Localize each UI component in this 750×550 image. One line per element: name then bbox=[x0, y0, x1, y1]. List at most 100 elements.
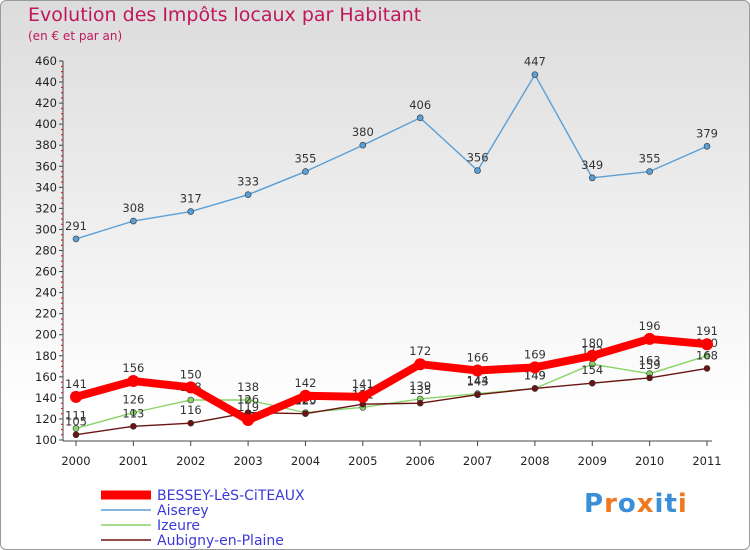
y-minor-tick bbox=[61, 423, 63, 425]
data-point bbox=[528, 361, 541, 374]
data-label: 308 bbox=[122, 201, 144, 215]
y-minor-tick bbox=[61, 223, 63, 225]
y-minor-tick bbox=[61, 113, 63, 115]
logo-letter: o bbox=[617, 489, 637, 519]
data-point bbox=[130, 217, 137, 225]
y-tick-label: 300 bbox=[35, 222, 57, 236]
y-minor-tick bbox=[61, 160, 63, 162]
x-tick-label: 2003 bbox=[233, 454, 262, 468]
y-minor-tick bbox=[61, 407, 63, 410]
logo-letter: t bbox=[664, 489, 678, 519]
y-minor-tick bbox=[61, 197, 63, 199]
data-point bbox=[414, 358, 427, 371]
y-tick-label: 100 bbox=[35, 433, 57, 447]
data-label: 159 bbox=[639, 358, 661, 372]
data-label: 138 bbox=[237, 380, 259, 394]
data-point bbox=[242, 413, 255, 426]
y-minor-tick bbox=[61, 107, 63, 110]
x-tick-label: 2004 bbox=[291, 454, 320, 468]
data-point bbox=[471, 364, 484, 377]
y-minor-tick bbox=[61, 260, 63, 262]
legend-label: Aiserey bbox=[157, 503, 209, 519]
data-label: 141 bbox=[352, 377, 374, 391]
data-point bbox=[72, 235, 80, 243]
y-minor-tick bbox=[61, 286, 63, 289]
y-minor-tick bbox=[61, 307, 63, 310]
series-line bbox=[75, 73, 708, 240]
data-label: 169 bbox=[524, 347, 546, 361]
data-label: 333 bbox=[237, 175, 259, 189]
data-label: 149 bbox=[524, 368, 546, 382]
y-minor-tick bbox=[61, 92, 63, 94]
data-label: 111 bbox=[65, 408, 87, 422]
y-tick-label: 260 bbox=[35, 265, 57, 279]
y-minor-tick bbox=[61, 276, 63, 278]
data-point bbox=[646, 374, 653, 382]
data-point bbox=[356, 390, 369, 403]
y-minor-tick bbox=[61, 281, 63, 283]
y-tick-label: 140 bbox=[35, 391, 57, 405]
y-minor-tick bbox=[61, 318, 63, 320]
chart-title: Evolution des Impôts locaux par Habitant bbox=[28, 4, 422, 26]
data-point bbox=[703, 365, 711, 372]
logo-letter: x bbox=[636, 489, 655, 519]
data-label: 172 bbox=[409, 344, 431, 358]
y-minor-tick bbox=[61, 192, 63, 194]
y-minor-tick bbox=[61, 392, 63, 394]
data-label: 119 bbox=[237, 400, 259, 414]
y-tick-label: 180 bbox=[35, 349, 57, 363]
y-minor-tick bbox=[61, 181, 63, 183]
data-label: 355 bbox=[639, 152, 661, 166]
data-point bbox=[643, 332, 656, 345]
x-tick-label: 2008 bbox=[520, 454, 549, 468]
y-tick-label: 400 bbox=[35, 117, 57, 131]
data-label: 356 bbox=[467, 150, 489, 164]
data-label: 144 bbox=[467, 374, 489, 388]
legend-label: BESSEY-LèS-CiTEAUX bbox=[157, 488, 305, 504]
data-point bbox=[416, 399, 424, 407]
data-label: 156 bbox=[122, 361, 144, 375]
data-label: 317 bbox=[180, 192, 202, 206]
y-minor-tick bbox=[61, 339, 63, 341]
y-minor-tick bbox=[61, 76, 63, 78]
x-tick-label: 2009 bbox=[578, 454, 607, 468]
data-label: 447 bbox=[524, 55, 546, 69]
y-minor-tick bbox=[61, 265, 63, 267]
y-minor-tick bbox=[61, 365, 63, 368]
x-tick-label: 2000 bbox=[61, 454, 90, 468]
x-tick-label: 2010 bbox=[635, 454, 664, 468]
y-minor-tick bbox=[61, 434, 63, 436]
data-point bbox=[72, 425, 80, 432]
data-point bbox=[703, 142, 711, 150]
y-minor-tick bbox=[61, 65, 63, 67]
y-minor-tick bbox=[61, 234, 63, 236]
data-point bbox=[474, 167, 481, 174]
data-point bbox=[531, 71, 539, 78]
data-label: 163 bbox=[639, 354, 661, 368]
y-tick-label: 440 bbox=[35, 75, 57, 89]
data-point bbox=[701, 338, 713, 351]
legend-label: Aubigny-en-Plaine bbox=[157, 533, 284, 549]
data-point bbox=[588, 174, 596, 182]
data-label: 149 bbox=[524, 368, 546, 382]
data-point bbox=[130, 423, 137, 430]
x-tick-label: 2007 bbox=[463, 454, 492, 468]
data-point bbox=[70, 390, 82, 403]
data-point bbox=[187, 419, 195, 427]
y-tick-label: 120 bbox=[35, 412, 57, 426]
logo-letter: i bbox=[654, 489, 665, 519]
y-minor-tick bbox=[61, 213, 63, 215]
data-label: 150 bbox=[180, 367, 202, 381]
y-tick-label: 420 bbox=[35, 96, 57, 110]
data-label: 196 bbox=[639, 319, 661, 333]
x-tick-label: 2001 bbox=[119, 454, 148, 468]
data-label: 126 bbox=[237, 393, 259, 407]
data-label: 406 bbox=[409, 98, 431, 112]
data-label: 113 bbox=[122, 406, 144, 420]
data-point bbox=[586, 349, 599, 362]
series-line bbox=[75, 355, 708, 430]
data-label: 139 bbox=[409, 379, 431, 393]
y-minor-tick bbox=[61, 149, 63, 152]
data-point bbox=[72, 431, 80, 439]
